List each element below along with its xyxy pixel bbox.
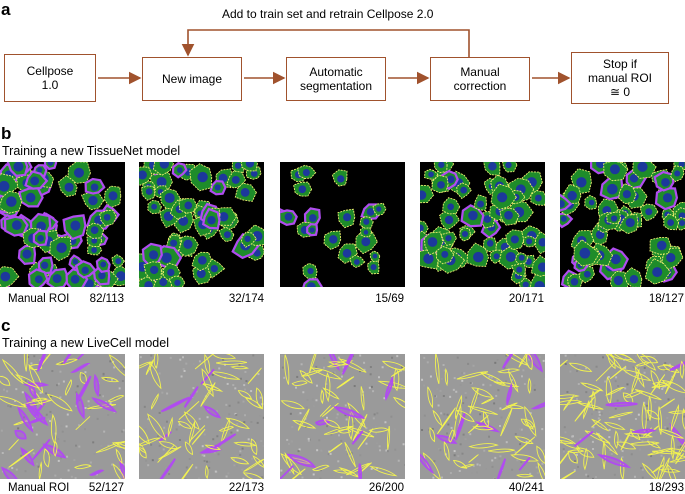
loop-arrow <box>181 29 470 58</box>
box-cellpose1: Cellpose 1.0 <box>4 54 96 102</box>
livecell-tile-5 <box>560 354 685 479</box>
tissuenet-tile-4 <box>420 162 545 287</box>
panel-c-title: Training a new LiveCell model <box>2 336 169 350</box>
panel-b-ratio-2: 32/174 <box>228 293 264 305</box>
panel-b-ratio-3: 15/69 <box>375 293 404 305</box>
box-manual-correction: Manual correction <box>430 57 530 101</box>
panel-b-ratio-1: 82/113 <box>89 293 124 305</box>
panel-c-ratio-2: 22/173 <box>228 482 264 494</box>
retrain-loop-label: Add to train set and retrain Cellpose 2.… <box>222 7 434 21</box>
tissuenet-tile-2 <box>139 162 264 287</box>
panel-c-ratio-1: 52/127 <box>88 482 124 494</box>
tissuenet-tile-5 <box>560 162 685 287</box>
panel-c-caption: Manual ROI <box>8 482 70 494</box>
livecell-tile-1 <box>0 354 125 479</box>
panel-a-letter: a <box>1 0 11 19</box>
box-automatic-segmentation: Automatic segmentation <box>286 57 386 101</box>
panel-c-ratio-4: 40/241 <box>508 482 544 494</box>
panel-b-ratio-5: 18/127 <box>648 293 684 305</box>
panel-c-ratio-3: 26/200 <box>368 482 404 494</box>
panel-b-caption: Manual ROI <box>8 293 70 305</box>
panel-c-ratio-5: 18/293 <box>648 482 684 494</box>
panel-b-ratio-4: 20/171 <box>508 293 544 305</box>
tissuenet-tile-3 <box>280 162 405 287</box>
panel-b-letter: b <box>1 124 12 143</box>
panel-b-title: Training a new TissueNet model <box>2 144 181 158</box>
box-stop: Stop if manual ROI ≅ 0 <box>571 52 669 104</box>
flow-arrows <box>98 29 571 85</box>
tissuenet-tile-1 <box>0 162 125 287</box>
panel-c-letter: c <box>1 316 11 335</box>
box-new-image: New image <box>142 57 242 101</box>
livecell-tile-4 <box>420 354 545 479</box>
livecell-tile-3 <box>280 354 405 479</box>
livecell-tile-2 <box>139 354 264 479</box>
